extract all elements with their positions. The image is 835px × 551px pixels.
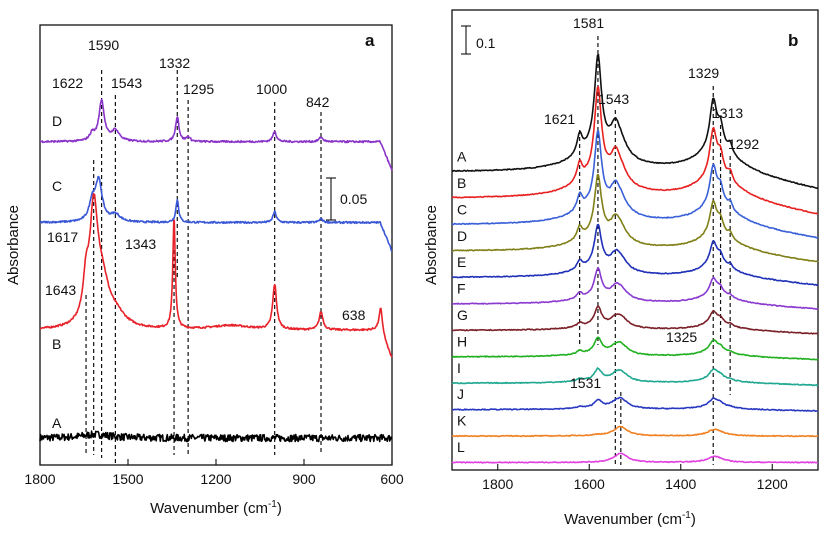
peak-label-b-1543: 1543	[598, 91, 629, 107]
peak-label-a-1543: 1543	[111, 75, 142, 91]
peak-label-b-1581: 1581	[573, 15, 604, 31]
peak-label-a-1643: 1643	[45, 282, 76, 298]
trace-b-L	[451, 452, 818, 464]
x-tick-label-b-1800: 1800	[482, 476, 513, 492]
x-tick-label-b-1600: 1600	[574, 476, 605, 492]
trace-label-b-I: I	[457, 360, 461, 376]
trace-label-a-D: D	[52, 113, 62, 129]
trace-label-b-G: G	[457, 307, 468, 323]
x-tick-label-a-1800: 1800	[24, 471, 55, 487]
trace-label-b-B: B	[457, 175, 466, 191]
peak-label-a-842: 842	[306, 94, 330, 110]
panel-a-x-ticks: 1800 1500 1200 900 600	[24, 459, 404, 487]
peak-label-a-1295: 1295	[183, 81, 214, 97]
peak-label-a-1343: 1343	[125, 236, 156, 252]
x-tick-label-a-1500: 1500	[112, 471, 143, 487]
trace-b-K	[451, 425, 819, 438]
trace-b-F	[451, 267, 819, 311]
trace-b-A	[451, 53, 819, 190]
trace-b-E	[451, 223, 819, 287]
trace-b-J	[451, 396, 819, 413]
panel-b-x-axis-title: Wavenumber (cm-1)	[564, 510, 696, 528]
x-tick-label-a-600: 600	[380, 471, 404, 487]
panel-a-scale-bar: 0.05	[326, 177, 367, 221]
trace-b-H	[451, 336, 819, 361]
peak-label-b-1329: 1329	[688, 65, 719, 81]
trace-a-A	[39, 430, 393, 443]
peak-label-a-1332: 1332	[159, 55, 190, 71]
trace-label-b-J: J	[457, 386, 464, 402]
panel-b-scale-label: 0.1	[476, 35, 496, 51]
x-tick-label-a-900: 900	[292, 471, 316, 487]
panel-a-tag: a	[365, 31, 375, 50]
trace-b-C	[452, 130, 819, 239]
trace-label-b-F: F	[457, 281, 466, 297]
peak-label-a-1590: 1590	[88, 37, 119, 53]
trace-label-b-C: C	[457, 201, 467, 217]
trace-b-B	[451, 86, 819, 215]
trace-b-G	[451, 305, 819, 335]
panel-a-traces	[39, 98, 393, 443]
panel-b-guides	[579, 36, 731, 465]
peak-label-a-1617: 1617	[47, 229, 78, 245]
panel-a-frame	[39, 24, 393, 466]
x-tick-label-b-1200: 1200	[757, 476, 788, 492]
trace-a-B	[39, 192, 393, 358]
trace-label-b-K: K	[457, 413, 467, 429]
panel-a: a 1800 1500 1200 900 600 Absorbance Wavenumb…	[5, 24, 404, 517]
peak-label-b-1292: 1292	[728, 136, 759, 152]
trace-label-b-H: H	[457, 333, 467, 349]
panel-a-y-axis-title: Absorbance	[5, 205, 22, 285]
trace-label-a-B: B	[52, 336, 61, 352]
trace-b-D	[452, 173, 819, 263]
trace-a-D	[39, 98, 393, 171]
peak-label-a-1000: 1000	[256, 81, 287, 97]
peak-label-b-1325: 1325	[666, 329, 697, 345]
panel-b-scale-bar: 0.1	[461, 25, 496, 55]
trace-b-I	[451, 367, 819, 387]
panel-b-frame	[451, 9, 819, 471]
trace-label-b-E: E	[457, 254, 466, 270]
x-tick-label-b-1400: 1400	[665, 476, 696, 492]
panel-b-traces	[451, 53, 819, 464]
peak-label-b-1531: 1531	[570, 375, 601, 391]
panel-a-guides	[85, 70, 322, 465]
x-tick-label-a-1200: 1200	[200, 471, 231, 487]
trace-label-b-L: L	[457, 439, 465, 455]
trace-label-b-A: A	[457, 149, 467, 165]
panel-a-scale-label: 0.05	[340, 191, 367, 207]
peak-label-b-1313: 1313	[712, 105, 743, 121]
trace-label-a-A: A	[52, 415, 62, 431]
trace-label-a-C: C	[52, 178, 62, 194]
trace-a-C	[39, 175, 393, 252]
panel-a-x-axis-title: Wavenumber (cm-1)	[150, 499, 282, 517]
panel-b-tag: b	[788, 31, 798, 50]
peak-label-a-638: 638	[342, 307, 366, 323]
panel-b-x-ticks: 1800 1600 1400 1200	[482, 464, 788, 492]
peak-label-b-1621: 1621	[544, 111, 575, 127]
panel-b-y-axis-title: Absorbance	[423, 205, 440, 285]
trace-label-b-D: D	[457, 228, 467, 244]
peak-label-a-1622: 1622	[52, 75, 83, 91]
